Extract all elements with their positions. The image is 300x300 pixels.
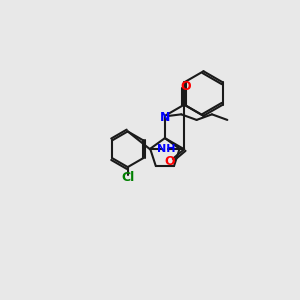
Text: Cl: Cl [121,171,134,184]
Text: O: O [164,155,175,168]
Text: N: N [160,111,170,124]
Text: O: O [180,80,191,93]
Text: NH: NH [157,144,176,154]
